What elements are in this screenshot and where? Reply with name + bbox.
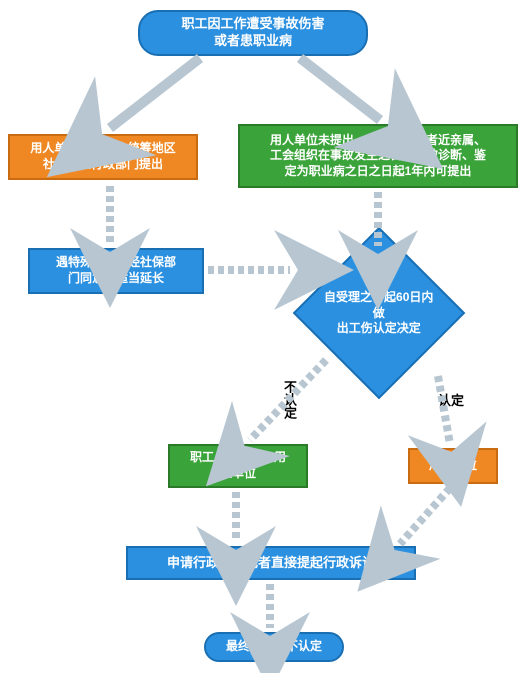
- node-appeal-text: 申请行政复议或者直接提起行政诉讼: [167, 555, 375, 572]
- node-left1-text: 用人单位30日内向统筹地区社会保险行政部门提出: [30, 141, 175, 172]
- edge-label-no: 不认定: [280, 380, 299, 419]
- node-start: 职工因工作遭受事故伤害或者患职业病: [138, 10, 368, 56]
- node-end: 最终认定or不认定: [204, 632, 344, 662]
- node-left3-text: 职工、近亲属、用人单位: [190, 450, 286, 481]
- node-left1: 用人单位30日内向统筹地区社会保险行政部门提出: [8, 134, 198, 180]
- node-start-text: 职工因工作遭受事故伤害或者患职业病: [181, 16, 324, 50]
- node-right3-text: 用人单位: [429, 458, 477, 474]
- edge-label-yes: 认定: [438, 390, 464, 409]
- node-left2-text: 遇特殊情形，经社保部门同意可适当延长: [56, 255, 176, 286]
- node-right1: 用人单位未提出，工伤职工或者近亲属、工会组织在事故发生之日或者被诊断、鉴定为职业…: [238, 124, 518, 188]
- node-diamond-text: 自受理之日起60日内做出工伤认定决定: [320, 290, 438, 337]
- node-right3: 用人单位: [408, 448, 498, 484]
- node-end-text: 最终认定or不认定: [226, 639, 322, 655]
- node-diamond: 自受理之日起60日内做出工伤认定决定: [293, 227, 466, 400]
- node-left2: 遇特殊情形，经社保部门同意可适当延长: [28, 248, 204, 294]
- node-right1-text: 用人单位未提出，工伤职工或者近亲属、工会组织在事故发生之日或者被诊断、鉴定为职业…: [270, 133, 486, 180]
- node-appeal: 申请行政复议或者直接提起行政诉讼: [126, 546, 416, 580]
- node-left3: 职工、近亲属、用人单位: [168, 444, 308, 488]
